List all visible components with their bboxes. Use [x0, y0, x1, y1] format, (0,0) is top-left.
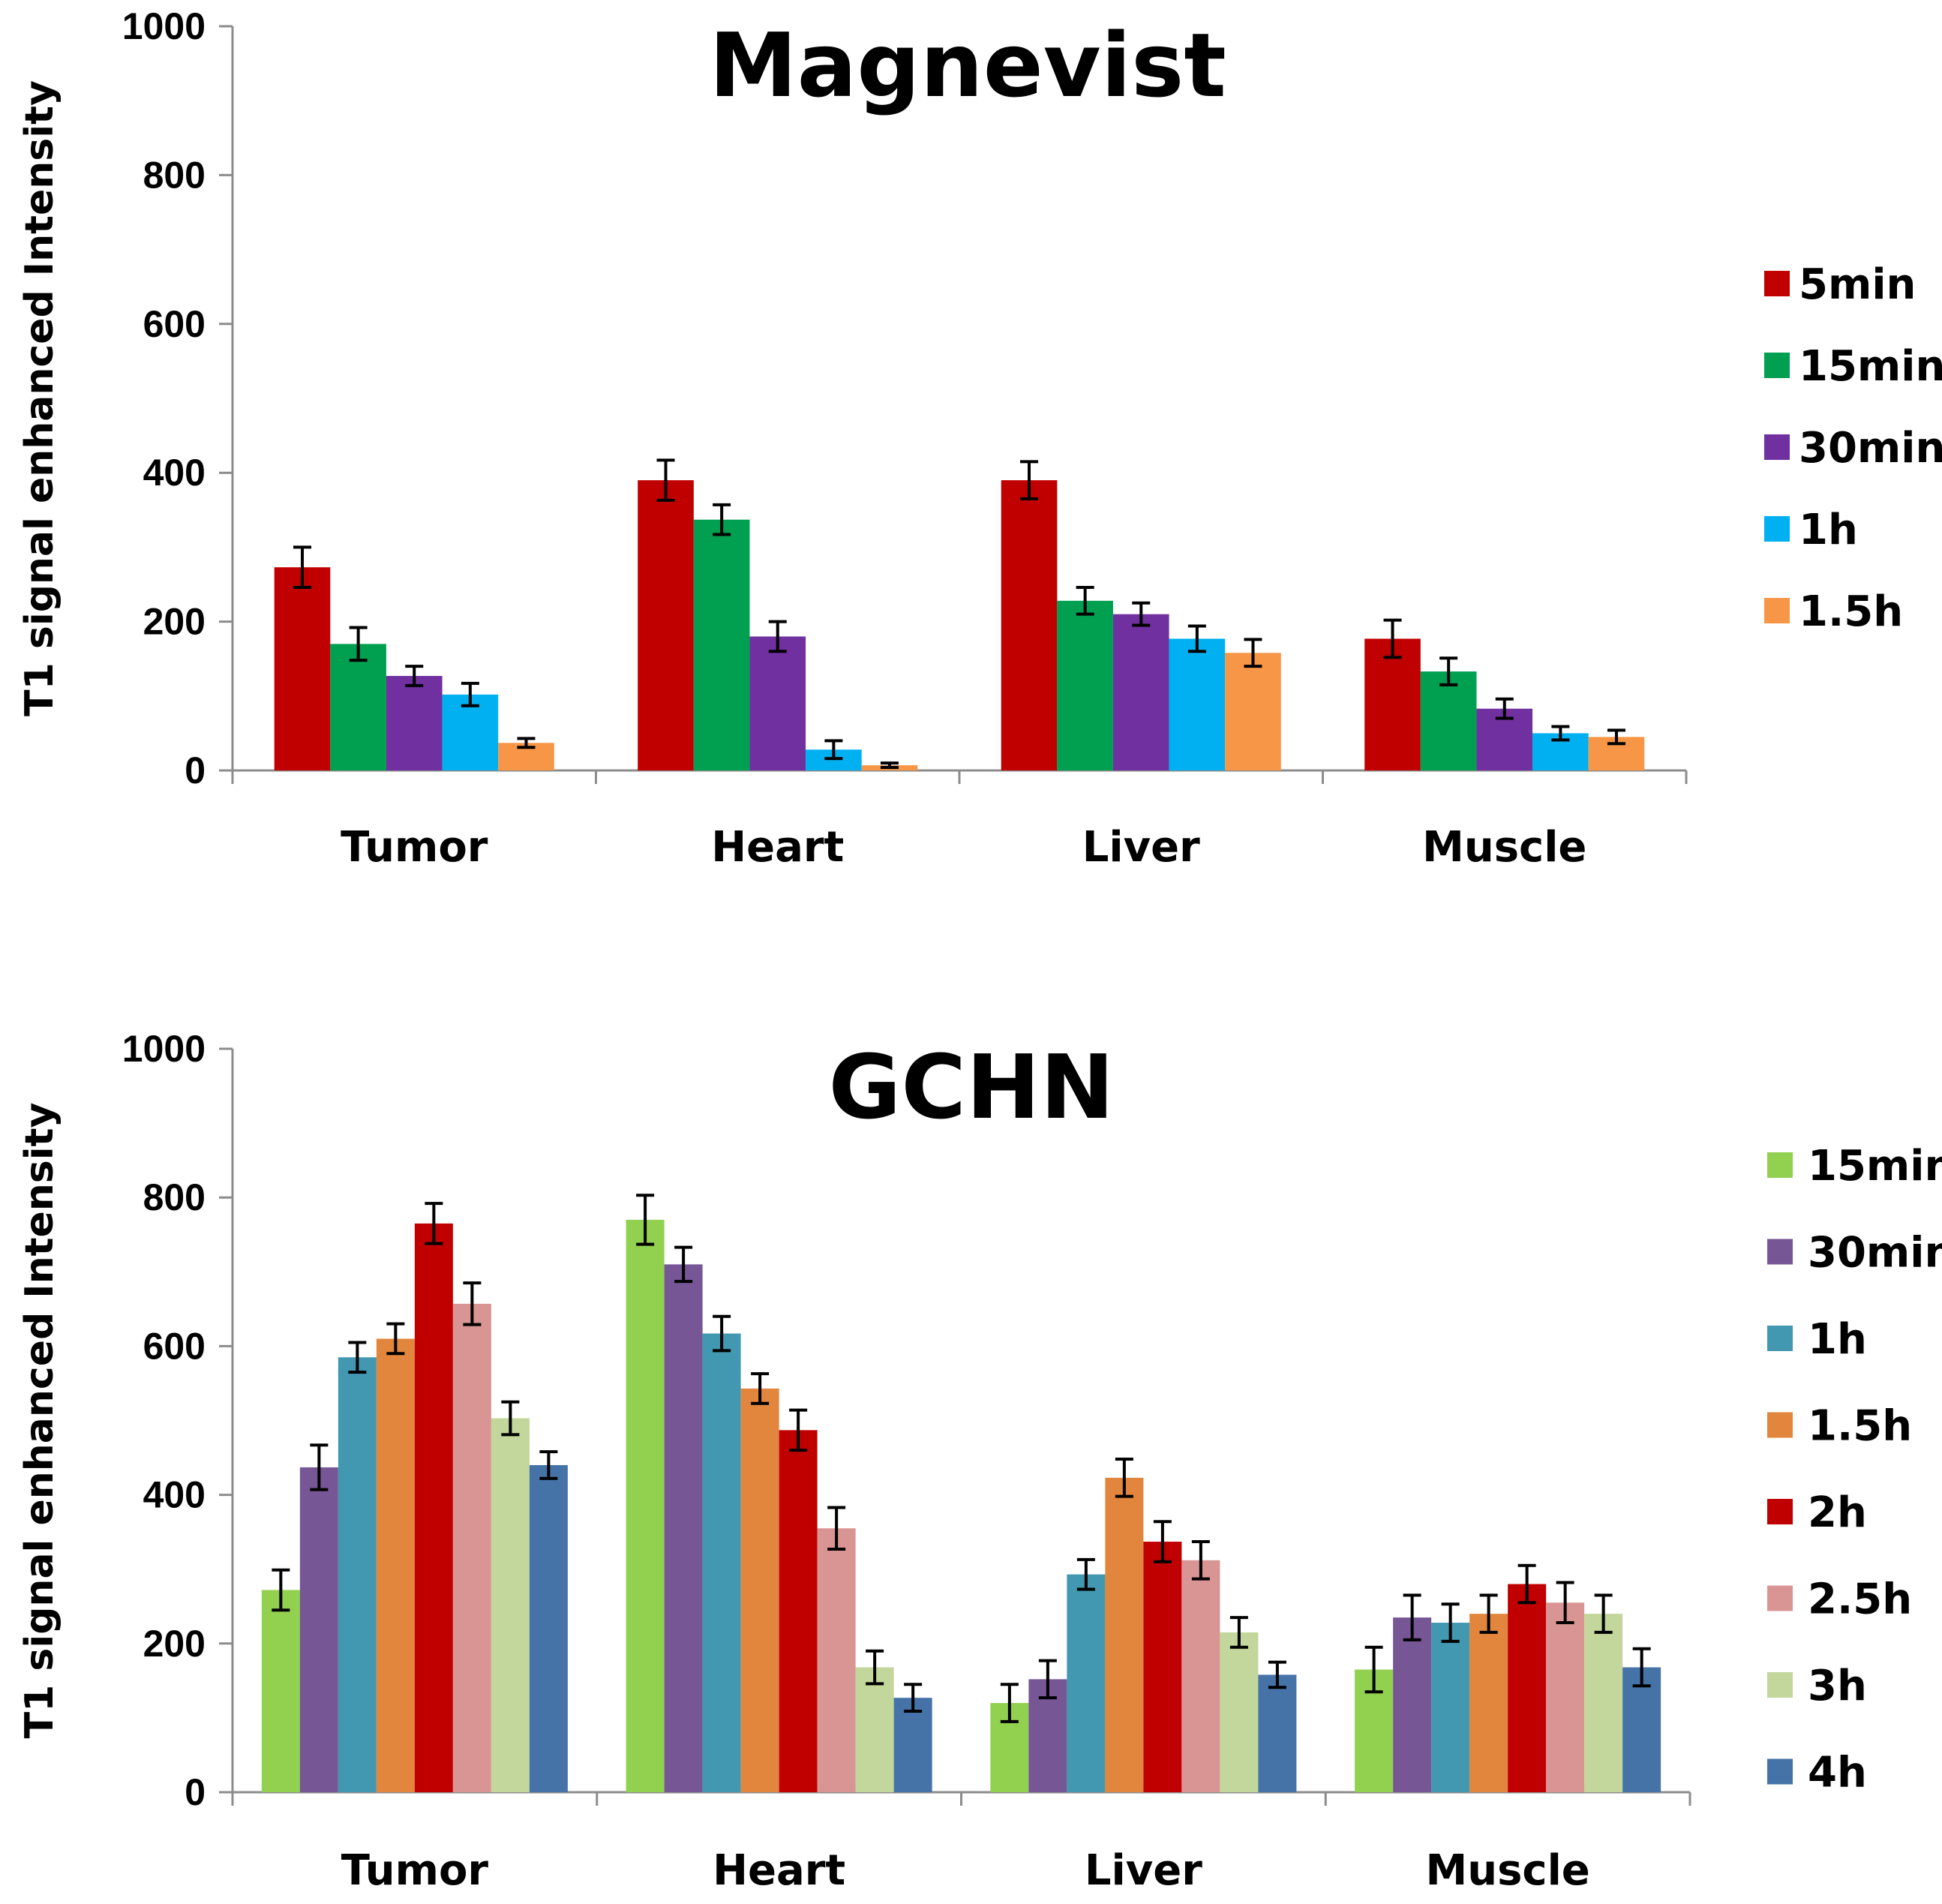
bar	[330, 644, 386, 770]
bar	[817, 1528, 856, 1792]
category-label: Tumor	[341, 1846, 489, 1895]
category-label: Heart	[711, 823, 844, 872]
category-label: Tumor	[341, 823, 488, 872]
category-label: Heart	[713, 1846, 845, 1895]
legend-label: 2.5h	[1808, 1575, 1912, 1624]
legend-swatch	[1767, 1758, 1793, 1785]
legend-swatch	[1767, 1412, 1793, 1438]
legend-swatch	[1764, 353, 1790, 378]
category-label: Muscle	[1425, 1846, 1589, 1895]
legend-label: 1h	[1808, 1315, 1867, 1364]
bar	[1112, 614, 1169, 770]
legend-label: 1.5h	[1808, 1402, 1912, 1451]
legend-label: 1h	[1799, 506, 1858, 554]
chart-title: GCHN	[829, 1035, 1115, 1139]
bar	[1225, 653, 1281, 770]
legend-label: 2h	[1808, 1488, 1867, 1537]
y-tick-label: 600	[143, 1325, 206, 1367]
bar	[702, 1333, 741, 1792]
bar	[740, 1388, 779, 1792]
bar	[893, 1698, 932, 1792]
legend-swatch	[1767, 1672, 1793, 1698]
legend-label: 3h	[1808, 1662, 1867, 1710]
bar	[1220, 1632, 1259, 1792]
bar	[1508, 1584, 1547, 1792]
bar	[749, 636, 806, 770]
bar	[1546, 1602, 1585, 1792]
bar	[1057, 600, 1113, 770]
y-axis-label: T1 signal enhanced Intensity	[17, 1103, 62, 1739]
bar	[1364, 638, 1421, 770]
category-label: Muscle	[1422, 823, 1586, 872]
y-tick-label: 200	[143, 601, 206, 643]
bar	[626, 1219, 665, 1792]
chart-title: Magnevist	[709, 14, 1226, 117]
legend-swatch	[1767, 1326, 1793, 1351]
bar	[1001, 480, 1058, 770]
bar	[1258, 1674, 1297, 1792]
bar	[693, 519, 750, 770]
chart-1: GCHN T1 signal enhanced Intensity 0 200 400 6…	[17, 1028, 1942, 1895]
bar	[638, 480, 694, 770]
legend-swatch	[1767, 1152, 1793, 1178]
legend-swatch	[1764, 598, 1790, 623]
bar	[779, 1430, 818, 1792]
y-tick-label: 200	[143, 1623, 206, 1665]
legend-label: 15min	[1808, 1142, 1942, 1191]
bar	[1469, 1614, 1508, 1792]
y-tick-label: 800	[143, 1176, 206, 1218]
chart-0: Magnevist T1 signal enhanced Intensity 0 20…	[17, 5, 1942, 872]
bar	[1393, 1617, 1432, 1792]
bar	[1622, 1667, 1661, 1792]
bar	[299, 1467, 338, 1792]
bar	[1431, 1623, 1470, 1792]
legend-label: 15min	[1799, 342, 1942, 391]
bar	[1181, 1560, 1220, 1792]
bar	[1420, 671, 1477, 770]
bar	[452, 1303, 491, 1792]
legend-swatch	[1764, 434, 1790, 460]
bar	[274, 567, 331, 770]
bar	[261, 1590, 300, 1792]
bar	[1169, 638, 1226, 770]
legend-swatch	[1764, 271, 1790, 296]
y-tick-label: 400	[143, 1474, 206, 1516]
legend-label: 1.5h	[1799, 587, 1903, 636]
y-tick-label: 1000	[122, 5, 206, 47]
legend-label: 30min	[1808, 1229, 1942, 1278]
bar	[376, 1338, 415, 1792]
legend-swatch	[1767, 1585, 1793, 1611]
bar	[1067, 1574, 1106, 1792]
y-tick-label: 800	[143, 154, 206, 196]
bar	[529, 1464, 568, 1792]
y-tick-label: 1000	[122, 1028, 206, 1070]
y-tick-label: 400	[143, 452, 206, 494]
bar	[338, 1357, 377, 1792]
y-tick-label: 0	[185, 1771, 206, 1813]
bar	[855, 1667, 894, 1792]
legend-swatch	[1764, 516, 1790, 542]
legend-label: 30min	[1799, 424, 1942, 473]
y-tick-label: 600	[143, 303, 206, 345]
bar	[1105, 1477, 1144, 1792]
legend-swatch	[1767, 1239, 1793, 1265]
bar	[1143, 1542, 1182, 1792]
category-label: Liver	[1082, 823, 1200, 872]
legend-swatch	[1767, 1499, 1793, 1524]
y-axis-label: T1 signal enhanced Intensity	[17, 80, 62, 716]
bar	[414, 1223, 453, 1792]
bar	[664, 1264, 703, 1792]
bar	[491, 1418, 530, 1792]
bar	[386, 676, 443, 770]
legend-label: 5min	[1799, 260, 1916, 309]
category-label: Liver	[1085, 1846, 1202, 1895]
y-tick-label: 0	[185, 749, 206, 791]
legend-label: 4h	[1808, 1749, 1867, 1797]
bar	[1584, 1614, 1623, 1792]
